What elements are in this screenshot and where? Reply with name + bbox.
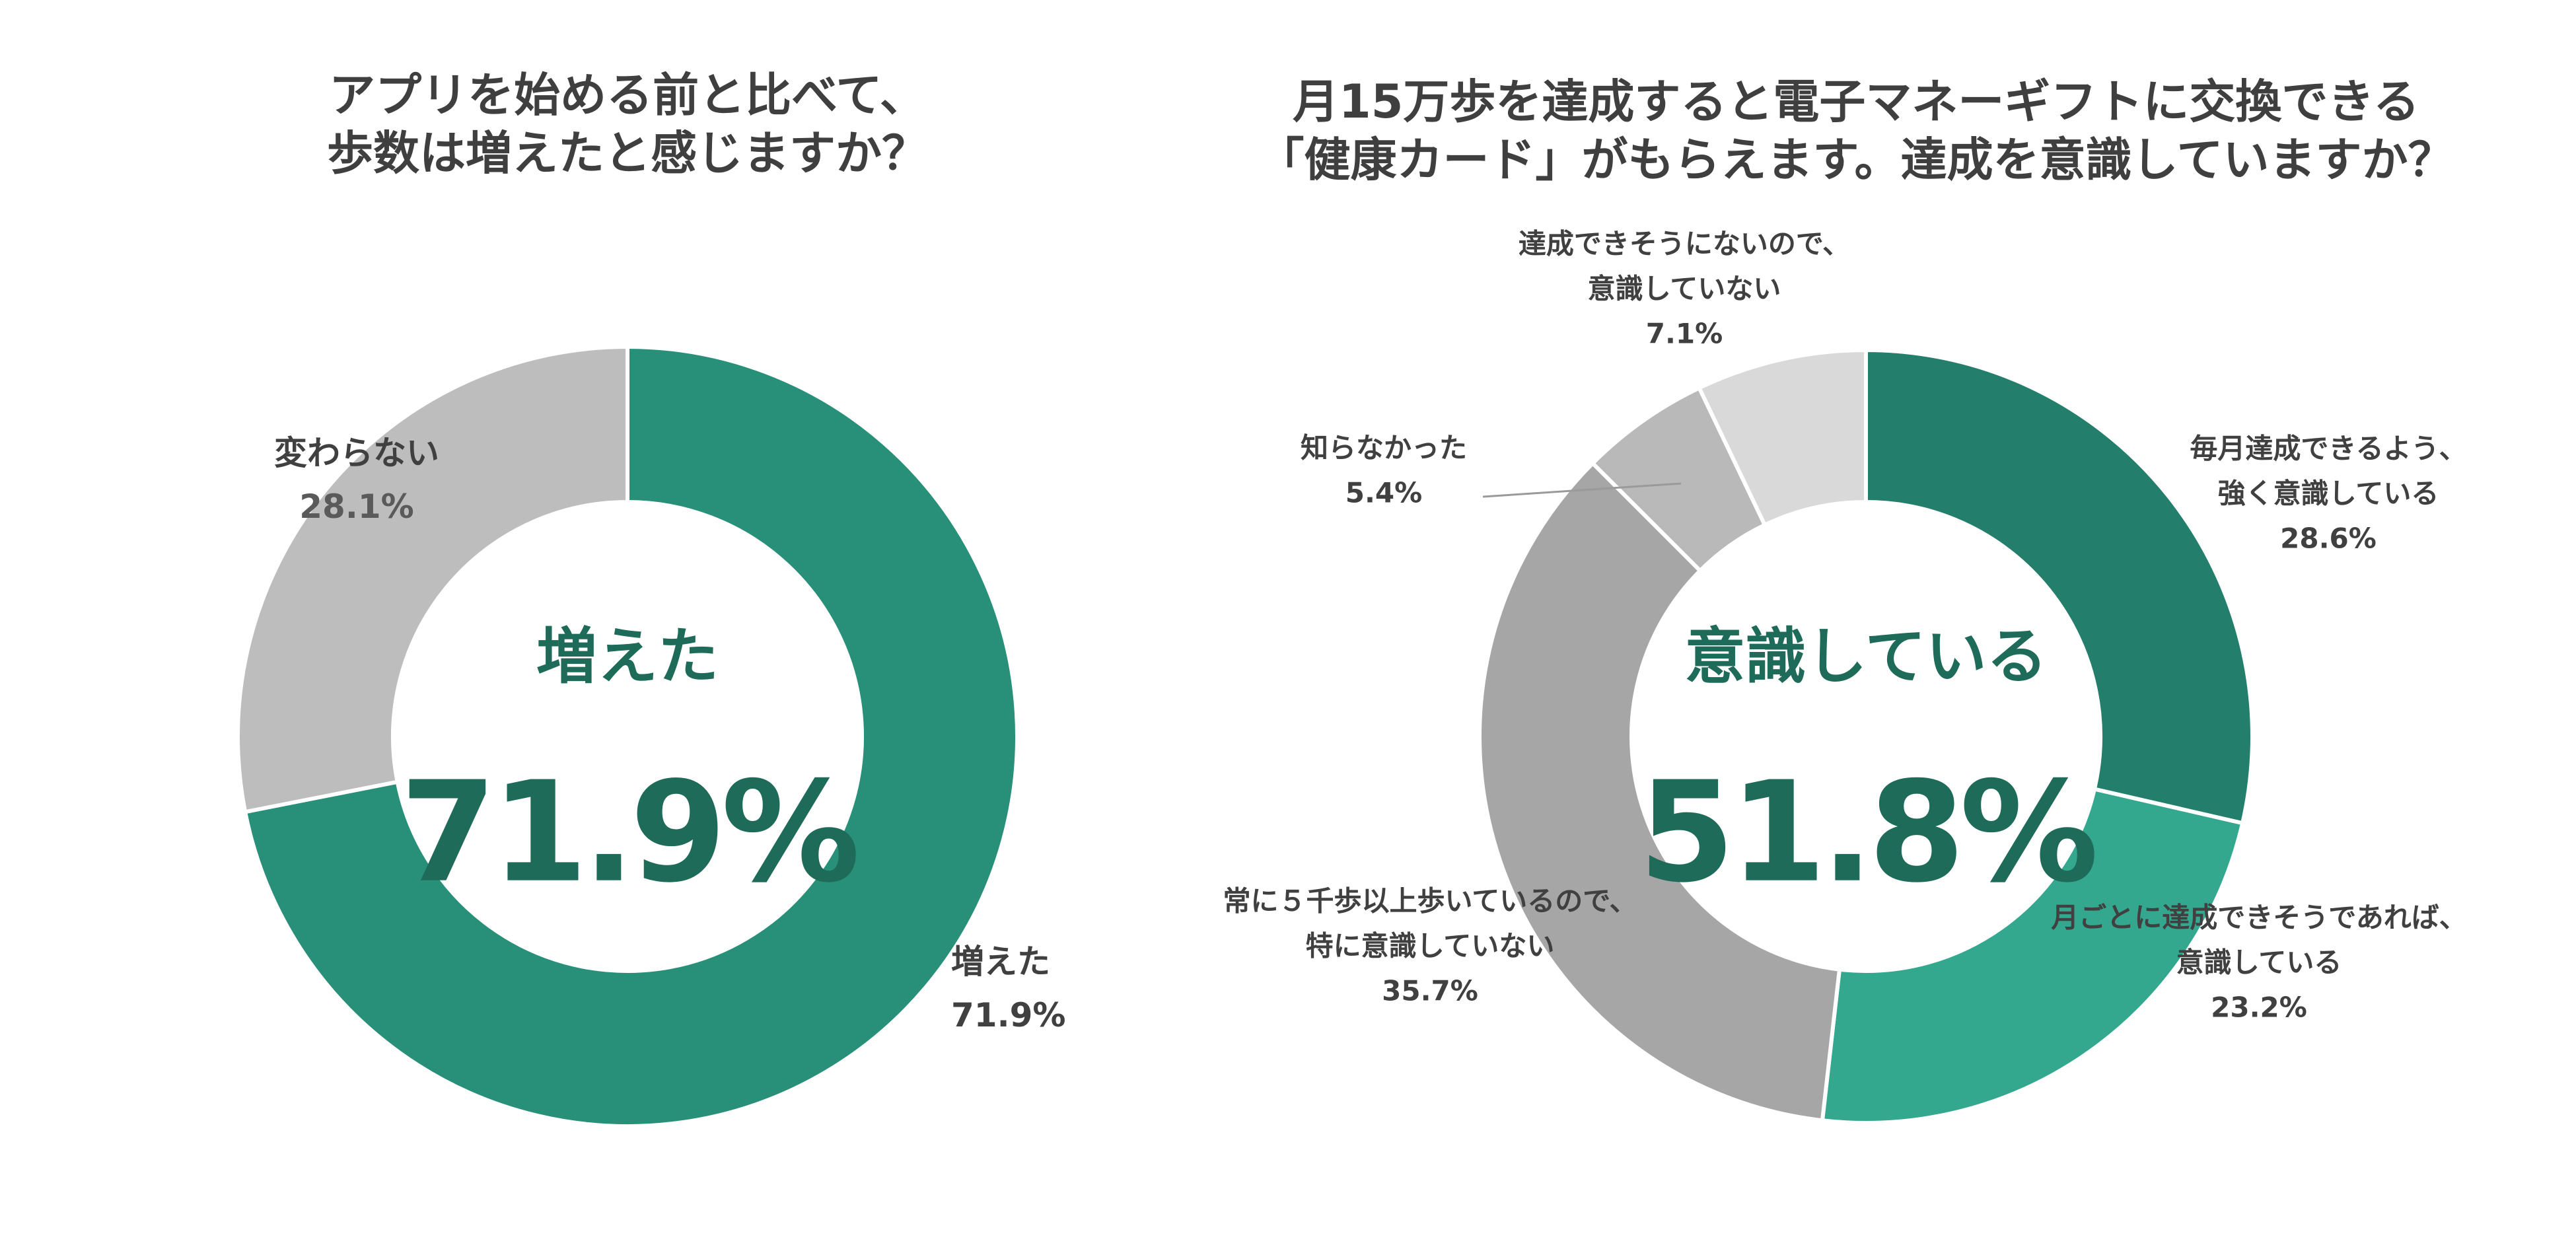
chart-1-center-value: 71.9% xyxy=(400,752,856,914)
donut-chart-1: 増えた 71.9% 変わらない 28.1% 増えた 71.9% xyxy=(236,344,1065,1128)
chart-1-slice-2-value-label: 28.1% xyxy=(299,487,413,526)
chart-2-slice-5-value-label: 7.1% xyxy=(1646,318,1723,350)
chart-1-slice-2 xyxy=(236,344,629,814)
chart-2-slice-2 xyxy=(1820,787,2245,1125)
chart-2-slice-5 xyxy=(1696,347,1868,528)
chart-2-slice-3-label-line-1: 常に５千歩以上歩いているので、 xyxy=(1223,884,1637,917)
chart-2-slice-1-label-line-1: 毎月達成できるよう、 xyxy=(2190,432,2466,464)
chart-1-slice-1-label-line-1: 増えた xyxy=(951,943,1050,981)
chart-2-slice-1 xyxy=(1864,347,2254,826)
chart-2-slice-4-leader-line xyxy=(1482,482,1682,498)
chart-2-center-label: 意識している xyxy=(1684,621,2047,692)
chart-2-slice-2-value-label: 23.2% xyxy=(2211,991,2307,1024)
chart-2-center-value: 51.8% xyxy=(1639,752,2094,914)
chart-2-slice-2-label-line-2: 意識している xyxy=(2176,947,2342,979)
chart-2-title-line-2: 「健康カード」がもらえます。達成を意識していますか？ xyxy=(1258,133,2454,187)
chart-2-title: 月15万歩を達成すると電子マネーギフトに交換できる 「健康カード」がもらえます。… xyxy=(1176,73,2536,189)
chart-2-slice-1-value-label: 28.6% xyxy=(2280,522,2377,555)
chart-2-slice-3-value-label: 35.7% xyxy=(1382,975,1478,1007)
chart-1-slice-2-label-line-1: 変わらない xyxy=(274,434,439,472)
chart-2-slice-2-label-line-1: 月ごとに達成できそうであれば、 xyxy=(2051,901,2467,933)
chart-1-slice-1 xyxy=(242,344,1019,1128)
chart-2-slice-5-label-line-2: 意識していない xyxy=(1588,273,1781,305)
chart-1-title-line-1: アプリを始める前と比べて、 xyxy=(329,68,926,122)
chart-1-title-line-2: 歩数は増えたと感じますか？ xyxy=(327,126,928,180)
chart-1-slice-1-value-label: 71.9% xyxy=(951,996,1065,1034)
chart-2-slice-3-label-line-2: 特に意識していない xyxy=(1306,930,1555,962)
chart-2-slice-5-label-line-1: 達成できそうにないので、 xyxy=(1519,227,1850,260)
chart-1-title: アプリを始める前と比べて、 歩数は増えたと感じますか？ xyxy=(198,66,1057,182)
chart-2-slice-3 xyxy=(1478,460,1842,1123)
chart-2-title-line-1: 月15万歩を達成すると電子マネーギフトに交換できる xyxy=(1292,75,2419,129)
chart-2-slice-4-value-label: 5.4% xyxy=(1345,477,1422,509)
chart-1-center-label: 増えた xyxy=(536,621,719,692)
donut-chart-2: 毎月達成できるよう、強く意識している28.6%月ごとに達成できそうであれば、意識… xyxy=(1223,227,2467,1125)
chart-2-slice-1-label-line-2: 強く意識している xyxy=(2218,478,2439,510)
chart-2-slice-4-label-line-1: 知らなかった xyxy=(1301,431,1467,464)
